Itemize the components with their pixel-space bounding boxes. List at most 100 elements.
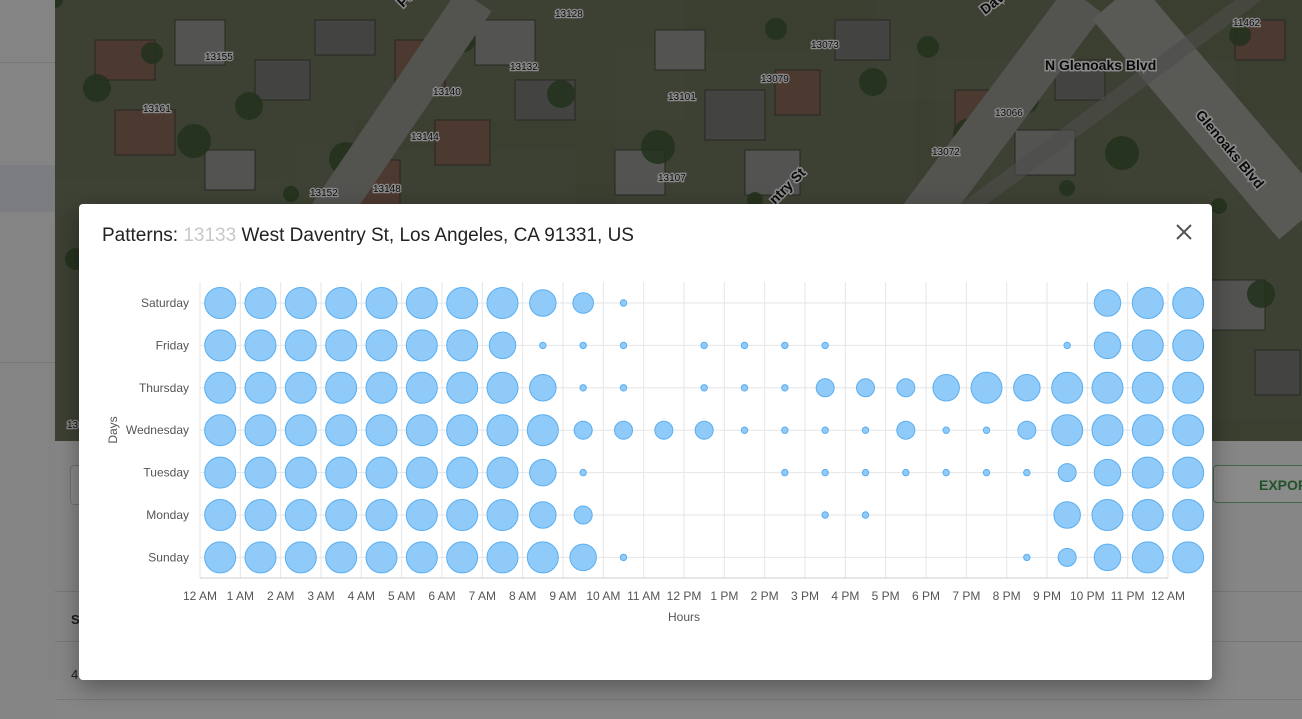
map-tree — [765, 18, 787, 40]
data-bubble — [614, 420, 633, 440]
data-bubble — [204, 287, 237, 319]
data-bubble — [579, 384, 587, 392]
data-bubble — [486, 499, 519, 531]
data-bubble — [446, 456, 479, 489]
x-tick-label: 5 AM — [388, 589, 415, 603]
data-bubble — [244, 287, 277, 319]
y-axis-title: Days — [106, 416, 120, 443]
data-bubble — [1017, 420, 1037, 440]
map-tree — [235, 92, 263, 120]
data-bubble — [932, 374, 960, 402]
map-label: 13148 — [373, 184, 401, 195]
map-label: 13132 — [510, 62, 538, 73]
data-bubble — [529, 289, 557, 317]
data-bubble — [488, 331, 517, 360]
data-bubble — [1172, 287, 1205, 319]
map-label: 13155 — [205, 52, 233, 63]
map-tree — [547, 80, 575, 108]
map-label: 13144 — [411, 132, 439, 143]
data-bubble — [405, 287, 438, 319]
data-bubble — [1131, 499, 1164, 531]
map-label: 13079 — [761, 74, 789, 85]
map-label: 13128 — [555, 9, 583, 20]
data-bubble — [781, 384, 789, 392]
y-tick-label: Friday — [156, 338, 189, 352]
map-tree — [641, 130, 675, 164]
map-label: 13101 — [668, 92, 696, 103]
export-button[interactable]: EXPOR — [1213, 465, 1302, 503]
data-bubble — [446, 287, 479, 319]
map-tree — [83, 74, 111, 102]
data-bubble — [569, 543, 597, 572]
x-tick-label: 1 AM — [227, 589, 254, 603]
data-bubble — [821, 468, 829, 477]
data-bubble — [579, 341, 587, 350]
data-bubble — [325, 541, 358, 574]
data-bubble — [1023, 553, 1031, 562]
data-bubble — [365, 371, 398, 404]
data-bubble — [896, 378, 916, 398]
data-bubble — [619, 384, 628, 392]
data-bubble — [526, 541, 559, 574]
data-bubble — [284, 414, 317, 447]
map-house — [474, 19, 536, 66]
data-bubble — [861, 511, 870, 519]
data-bubble — [365, 329, 398, 362]
data-bubble — [1093, 458, 1122, 487]
data-bubble — [573, 420, 593, 440]
data-bubble — [902, 468, 910, 477]
map-label: 13066 — [995, 108, 1023, 119]
x-axis-title: Hours — [668, 610, 700, 624]
map-label: 13073 — [811, 40, 839, 51]
data-bubble — [856, 378, 875, 398]
data-bubble — [1051, 414, 1084, 447]
map-tree — [1211, 198, 1227, 214]
map-house — [704, 89, 766, 141]
data-bubble — [325, 329, 358, 362]
data-bubble — [244, 456, 277, 489]
data-bubble — [446, 371, 479, 404]
map-tree — [917, 36, 939, 58]
data-bubble — [694, 420, 714, 440]
data-bubble — [446, 329, 479, 362]
data-bubble — [781, 468, 789, 477]
data-bubble — [573, 505, 593, 525]
data-bubble — [619, 341, 628, 350]
data-bubble — [325, 456, 358, 489]
table-cell: 4 — [71, 667, 79, 682]
data-bubble — [781, 341, 789, 350]
close-button[interactable] — [1171, 219, 1197, 245]
map-house — [254, 59, 311, 101]
data-bubble — [896, 420, 916, 440]
table-header-cell: S — [71, 612, 80, 627]
data-bubble — [244, 371, 277, 404]
x-tick-label: 4 PM — [831, 589, 859, 603]
map-tree — [1059, 180, 1075, 196]
data-bubble — [821, 426, 829, 434]
table-divider — [55, 699, 1302, 700]
data-bubble — [486, 371, 519, 404]
y-tick-label: Sunday — [148, 550, 189, 564]
data-bubble — [942, 468, 950, 477]
x-tick-label: 7 PM — [952, 589, 980, 603]
data-bubble — [204, 499, 237, 531]
sidebar-item-active[interactable] — [0, 165, 55, 212]
data-bubble — [244, 329, 277, 362]
x-tick-label: 10 PM — [1070, 589, 1105, 603]
data-bubble — [1091, 371, 1124, 404]
data-bubble — [1091, 414, 1124, 447]
sidebar — [0, 0, 56, 719]
data-bubble — [486, 414, 519, 447]
data-bubble — [405, 541, 438, 574]
data-bubble — [579, 468, 587, 477]
map-label: 13107 — [658, 173, 686, 184]
map-house — [434, 119, 491, 166]
data-bubble — [365, 414, 398, 447]
x-tick-label: 8 AM — [509, 589, 536, 603]
data-bubble — [539, 341, 547, 350]
data-bubble — [204, 541, 237, 574]
map-house — [774, 69, 821, 116]
data-bubble — [486, 456, 519, 489]
data-bubble — [284, 499, 317, 531]
map-tree — [859, 68, 887, 96]
